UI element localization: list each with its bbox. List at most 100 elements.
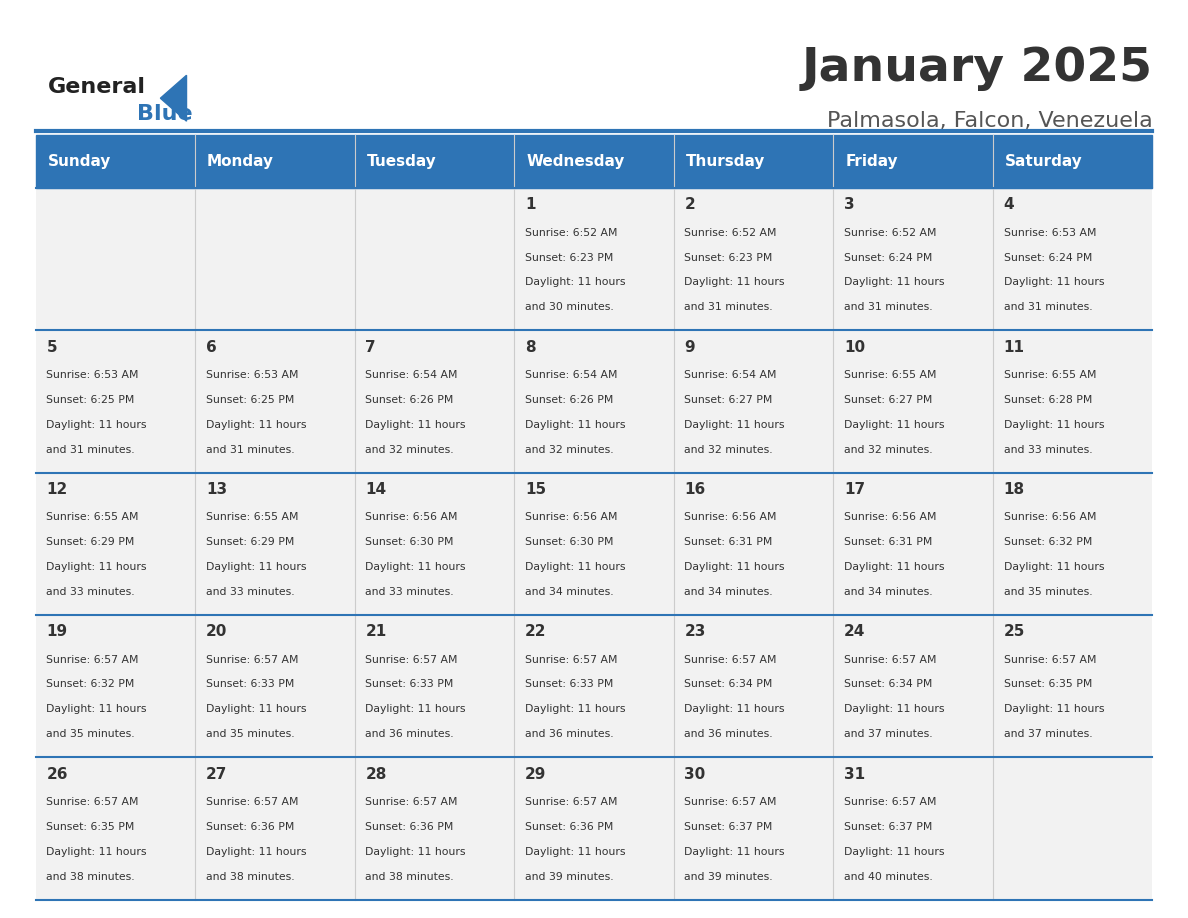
Text: Daylight: 11 hours: Daylight: 11 hours [206,420,307,430]
Text: Sunrise: 6:54 AM: Sunrise: 6:54 AM [366,370,457,380]
Text: Sunset: 6:30 PM: Sunset: 6:30 PM [525,537,613,547]
Text: Daylight: 11 hours: Daylight: 11 hours [525,562,625,572]
Text: and 33 minutes.: and 33 minutes. [46,587,135,597]
Text: 11: 11 [1004,340,1024,354]
Bar [833,188,993,330]
Text: Sunrise: 6:57 AM: Sunrise: 6:57 AM [684,797,777,807]
Text: and 34 minutes.: and 34 minutes. [525,587,613,597]
Text: and 32 minutes.: and 32 minutes. [525,444,613,454]
Text: Daylight: 11 hours: Daylight: 11 hours [843,420,944,430]
Text: Sunrise: 6:57 AM: Sunrise: 6:57 AM [206,655,298,665]
Text: Tuesday: Tuesday [367,154,436,169]
Text: Sunset: 6:36 PM: Sunset: 6:36 PM [366,822,454,832]
Text: Sunrise: 6:57 AM: Sunrise: 6:57 AM [843,655,936,665]
Text: Sunrise: 6:57 AM: Sunrise: 6:57 AM [206,797,298,807]
Text: Sunrise: 6:55 AM: Sunrise: 6:55 AM [46,512,139,522]
Text: 7: 7 [366,340,377,354]
Text: Daylight: 11 hours: Daylight: 11 hours [46,704,147,714]
Text: 28: 28 [366,767,387,781]
Text: and 38 minutes.: and 38 minutes. [206,871,295,881]
Text: 19: 19 [46,624,68,639]
Text: 24: 24 [843,624,865,639]
Text: Daylight: 11 hours: Daylight: 11 hours [684,846,785,856]
Bar [514,757,674,900]
Text: Daylight: 11 hours: Daylight: 11 hours [46,846,147,856]
Text: Daylight: 11 hours: Daylight: 11 hours [843,704,944,714]
Text: 4: 4 [1004,197,1015,212]
Text: Daylight: 11 hours: Daylight: 11 hours [684,277,785,287]
Text: 25: 25 [1004,624,1025,639]
Text: Daylight: 11 hours: Daylight: 11 hours [843,277,944,287]
Bar [993,330,1152,473]
Text: and 32 minutes.: and 32 minutes. [366,444,454,454]
Text: Daylight: 11 hours: Daylight: 11 hours [843,562,944,572]
Text: Sunset: 6:36 PM: Sunset: 6:36 PM [206,822,295,832]
Text: Sunset: 6:23 PM: Sunset: 6:23 PM [684,252,773,263]
Text: Daylight: 11 hours: Daylight: 11 hours [525,420,625,430]
Text: 20: 20 [206,624,227,639]
Text: Sunrise: 6:56 AM: Sunrise: 6:56 AM [525,512,618,522]
Bar [355,330,514,473]
Text: Daylight: 11 hours: Daylight: 11 hours [46,420,147,430]
Text: Sunrise: 6:57 AM: Sunrise: 6:57 AM [46,655,139,665]
Bar [36,135,195,188]
Text: Daylight: 11 hours: Daylight: 11 hours [1004,420,1104,430]
Text: Sunset: 6:27 PM: Sunset: 6:27 PM [843,395,933,405]
Text: Sunset: 6:36 PM: Sunset: 6:36 PM [525,822,613,832]
Text: Sunset: 6:30 PM: Sunset: 6:30 PM [366,537,454,547]
Text: 10: 10 [843,340,865,354]
Text: and 32 minutes.: and 32 minutes. [684,444,773,454]
Text: Sunrise: 6:52 AM: Sunrise: 6:52 AM [843,228,936,238]
Text: and 33 minutes.: and 33 minutes. [1004,444,1092,454]
Polygon shape [160,75,187,121]
Text: Sunrise: 6:53 AM: Sunrise: 6:53 AM [206,370,298,380]
Text: and 31 minutes.: and 31 minutes. [684,302,773,312]
Bar [833,330,993,473]
Text: 21: 21 [366,624,386,639]
Bar [674,188,833,330]
Text: Sunset: 6:34 PM: Sunset: 6:34 PM [843,679,933,689]
Text: Daylight: 11 hours: Daylight: 11 hours [366,562,466,572]
Text: Sunset: 6:32 PM: Sunset: 6:32 PM [46,679,134,689]
Text: 12: 12 [46,482,68,497]
Text: Palmasola, Falcon, Venezuela: Palmasola, Falcon, Venezuela [827,111,1152,131]
Bar [355,188,514,330]
Text: Sunrise: 6:53 AM: Sunrise: 6:53 AM [46,370,139,380]
Text: Sunrise: 6:53 AM: Sunrise: 6:53 AM [1004,228,1097,238]
Text: Friday: Friday [845,154,898,169]
Text: Daylight: 11 hours: Daylight: 11 hours [366,420,466,430]
Bar [674,330,833,473]
Text: and 37 minutes.: and 37 minutes. [843,729,933,739]
Text: Sunrise: 6:57 AM: Sunrise: 6:57 AM [525,797,618,807]
Text: 27: 27 [206,767,227,781]
Bar [36,330,195,473]
Text: Sunrise: 6:55 AM: Sunrise: 6:55 AM [206,512,298,522]
Text: and 39 minutes.: and 39 minutes. [684,871,773,881]
Text: 26: 26 [46,767,68,781]
Bar [993,757,1152,900]
Text: Sunset: 6:33 PM: Sunset: 6:33 PM [525,679,613,689]
Text: and 31 minutes.: and 31 minutes. [1004,302,1092,312]
Bar [833,757,993,900]
Text: Daylight: 11 hours: Daylight: 11 hours [1004,277,1104,287]
Text: 18: 18 [1004,482,1024,497]
Text: Sunset: 6:27 PM: Sunset: 6:27 PM [684,395,773,405]
Text: 16: 16 [684,482,706,497]
Text: Sunset: 6:25 PM: Sunset: 6:25 PM [46,395,134,405]
Text: Sunrise: 6:52 AM: Sunrise: 6:52 AM [525,228,618,238]
Text: Daylight: 11 hours: Daylight: 11 hours [366,846,466,856]
Text: Sunset: 6:31 PM: Sunset: 6:31 PM [843,537,933,547]
Text: Sunrise: 6:55 AM: Sunrise: 6:55 AM [843,370,936,380]
Text: Daylight: 11 hours: Daylight: 11 hours [366,704,466,714]
Text: Sunset: 6:33 PM: Sunset: 6:33 PM [206,679,295,689]
Text: Sunset: 6:33 PM: Sunset: 6:33 PM [366,679,454,689]
Text: and 35 minutes.: and 35 minutes. [1004,587,1092,597]
Bar [355,615,514,757]
Bar [674,615,833,757]
Text: Sunrise: 6:54 AM: Sunrise: 6:54 AM [525,370,618,380]
Text: Sunrise: 6:57 AM: Sunrise: 6:57 AM [366,797,457,807]
Text: Sunrise: 6:57 AM: Sunrise: 6:57 AM [684,655,777,665]
Text: 9: 9 [684,340,695,354]
Bar [833,135,993,188]
Text: Blue: Blue [137,104,192,124]
